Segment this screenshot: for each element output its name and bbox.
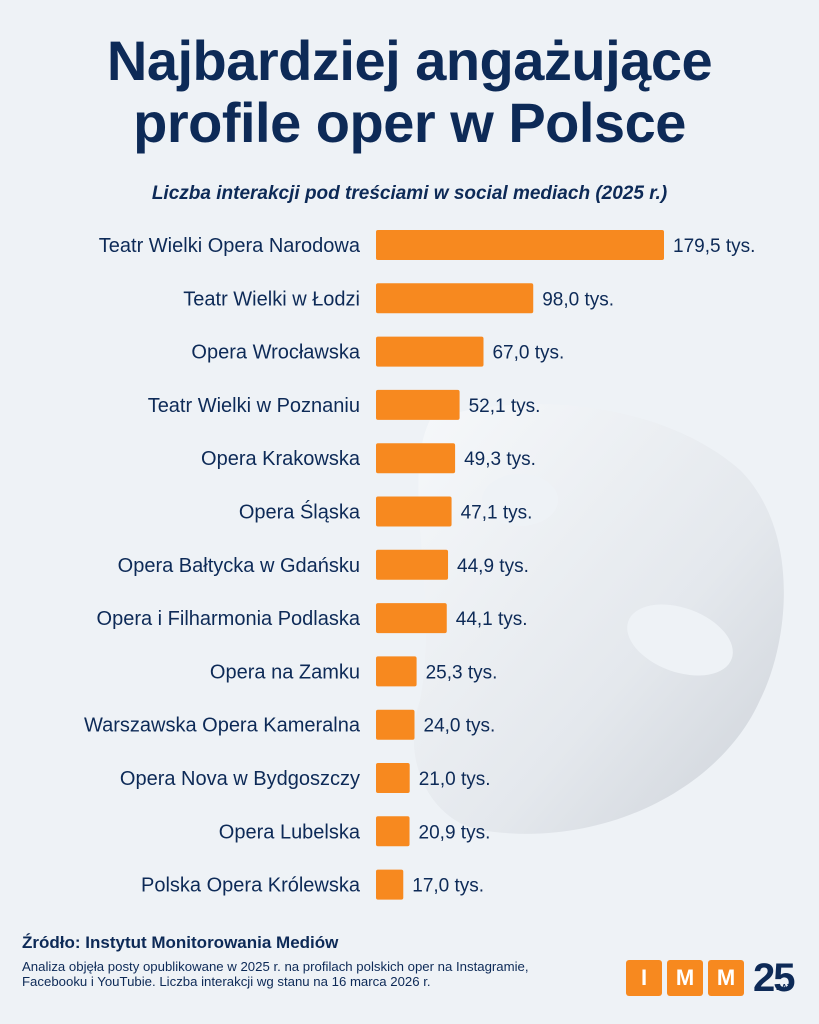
bar <box>376 656 417 687</box>
value-label: 179,5 tys. <box>673 236 755 257</box>
source-note: Analiza objęła posty opublikowane w 2025… <box>22 959 529 989</box>
value-label: 24,0 tys. <box>424 716 496 737</box>
source-title: Źródło: Instytut Monitorowania Mediów <box>22 933 339 952</box>
category-label: Opera Nova w Bydgoszczy <box>120 768 360 790</box>
bar <box>376 869 404 900</box>
category-label: Opera Krakowska <box>201 448 361 470</box>
value-label: 44,1 tys. <box>456 609 528 630</box>
logo-letter-m-2: M <box>708 960 744 996</box>
category-label: Teatr Wielki Opera Narodowa <box>99 235 361 257</box>
category-label: Opera Śląska <box>239 500 361 524</box>
category-label: Opera Bałtycka w Gdańsku <box>118 555 360 577</box>
value-label: 25,3 tys. <box>426 662 498 683</box>
value-label: 20,9 tys. <box>419 822 491 843</box>
bar <box>376 603 447 634</box>
bar <box>376 443 456 474</box>
value-label: 49,3 tys. <box>464 449 536 470</box>
value-label: 17,0 tys. <box>412 876 484 897</box>
bar <box>376 283 534 314</box>
bar <box>376 549 449 580</box>
bar <box>376 230 664 260</box>
category-label: Opera i Filharmonia Podlaska <box>97 608 361 630</box>
bar <box>376 496 452 527</box>
value-label: 47,1 tys. <box>461 503 533 524</box>
imm-logo: I M M 25 LAT <box>626 958 795 998</box>
category-label: Opera Wrocławska <box>191 342 360 364</box>
category-label: Warszawska Opera Kameralna <box>84 715 361 737</box>
logo-number: 25 <box>753 956 795 1000</box>
title-line-2: profile oper w Polsce <box>133 91 686 154</box>
value-label: 98,0 tys. <box>542 289 614 310</box>
category-label: Teatr Wielki w Łodzi <box>183 288 360 310</box>
value-label: 67,0 tys. <box>492 343 564 364</box>
value-label: 52,1 tys. <box>469 396 541 417</box>
logo-letter-i: I <box>626 960 662 996</box>
bar <box>376 709 415 740</box>
bar <box>376 816 410 847</box>
logo-letter-m-1: M <box>667 960 703 996</box>
bar <box>376 763 410 793</box>
title-line-1: Najbardziej angażujące <box>106 29 713 92</box>
logo-anniversary: 25 LAT <box>753 958 795 998</box>
category-label: Opera Lubelska <box>219 821 361 843</box>
category-label: Opera na Zamku <box>210 661 360 683</box>
bar <box>376 389 460 420</box>
value-label: 44,9 tys. <box>457 556 529 577</box>
chart-subtitle: Liczba interakcji pod treściami w social… <box>151 183 668 204</box>
bar <box>376 336 484 367</box>
value-label: 21,0 tys. <box>419 769 491 790</box>
category-label: Polska Opera Królewska <box>141 875 361 897</box>
category-label: Teatr Wielki w Poznaniu <box>148 395 360 417</box>
logo-suffix: LAT <box>776 983 793 992</box>
chart-title: Najbardziej angażujące profile oper w Po… <box>0 30 819 154</box>
